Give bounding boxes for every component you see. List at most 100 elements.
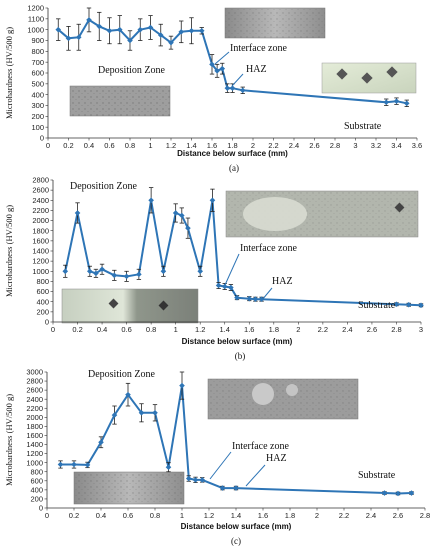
arrow-haz-a xyxy=(231,73,244,87)
data-point xyxy=(165,464,172,470)
y-tick-label: 400 xyxy=(30,485,43,494)
micrograph-b-particle xyxy=(243,197,307,231)
x-tick-label: 3 xyxy=(419,325,423,334)
x-tick-label: 1.2 xyxy=(195,325,205,334)
indent-mark xyxy=(158,300,169,311)
series-c xyxy=(57,371,415,497)
chart-panel-b: 0200400600800100012001400160018002000220… xyxy=(4,176,424,361)
y-tick-label: 400 xyxy=(36,297,49,306)
x-tick-label: 2.2 xyxy=(268,141,278,150)
annotation-substrate-c: Substrate xyxy=(358,470,396,481)
y-tick-label: 0 xyxy=(40,134,44,143)
data-point xyxy=(405,301,412,308)
x-tick-label: 0.4 xyxy=(97,325,107,334)
data-point xyxy=(252,296,259,302)
y-tick-label: 1200 xyxy=(32,257,49,266)
data-point xyxy=(395,490,401,497)
data-point xyxy=(98,439,104,446)
micrograph-c-bottom-texture xyxy=(74,472,184,504)
axes-c: 0200400600800100012001400160018002000220… xyxy=(4,368,430,531)
micrograph-b-bottom xyxy=(61,288,199,324)
annotation-deposition-zone-b: Deposition Zone xyxy=(70,181,137,192)
data-point xyxy=(106,27,113,34)
data-point xyxy=(224,85,231,91)
data-point xyxy=(383,99,390,106)
annotation-deposition-zone-c: Deposition Zone xyxy=(88,369,155,380)
y-tick-label: 200 xyxy=(36,307,49,316)
x-tick-label: 1.6 xyxy=(244,325,254,334)
axes-a: 0100200300400500600700800900100011001200… xyxy=(4,4,422,158)
x-tick-label: 1.8 xyxy=(269,325,279,334)
data-point xyxy=(137,26,144,33)
annotation-interface-zone-c: Interface zone xyxy=(232,441,289,452)
data-point xyxy=(233,485,239,491)
y-tick-label: 1600 xyxy=(32,236,49,245)
x-tick-label: 0.2 xyxy=(69,511,79,520)
series-line xyxy=(60,384,412,495)
x-tick-label: 2.4 xyxy=(366,511,376,520)
micrograph-a-top-texture xyxy=(225,8,325,38)
y-tick-label: 2600 xyxy=(32,186,49,195)
y-tick-label: 2400 xyxy=(32,196,49,205)
data-point xyxy=(99,266,105,273)
data-point xyxy=(57,461,64,468)
x-axis-label: Distance below surface (mm) xyxy=(182,337,293,346)
y-tick-label: 1400 xyxy=(26,440,43,449)
data-point xyxy=(111,272,118,279)
x-tick-label: 2.6 xyxy=(309,141,319,150)
x-tick-label: 2.8 xyxy=(330,141,340,150)
y-axis-label: Microhardness (HV/500 g) xyxy=(4,205,14,297)
y-tick-label: 2800 xyxy=(26,377,43,386)
y-tick-label: 0 xyxy=(39,504,43,513)
y-tick-label: 2200 xyxy=(26,404,43,413)
y-tick-label: 1800 xyxy=(26,422,43,431)
arrow-haz-c xyxy=(245,464,266,487)
x-tick-label: 2.8 xyxy=(420,511,430,520)
data-point xyxy=(199,477,206,483)
annotation-interface-zone-b: Interface zone xyxy=(240,243,297,254)
chart-panel-c: 0200400600800100012001400160018002000220… xyxy=(4,368,430,546)
x-tick-label: 1 xyxy=(180,511,184,520)
x-tick-label: 2.6 xyxy=(367,325,377,334)
data-point xyxy=(136,271,142,278)
data-point xyxy=(71,461,77,468)
data-point xyxy=(221,283,228,290)
y-axis-label: Microhardness (HV/500 g) xyxy=(4,27,14,119)
data-point xyxy=(381,490,388,496)
x-tick-label: 1.6 xyxy=(258,511,268,520)
y-tick-label: 2400 xyxy=(26,395,43,404)
data-point xyxy=(84,462,91,468)
y-tick-label: 1000 xyxy=(27,25,44,34)
y-tick-label: 300 xyxy=(31,101,44,110)
y-tick-label: 200 xyxy=(31,112,44,121)
y-tick-label: 1000 xyxy=(26,458,43,467)
data-point xyxy=(214,68,220,74)
y-tick-label: 800 xyxy=(36,277,49,286)
data-point xyxy=(147,24,154,31)
x-tick-label: 1.8 xyxy=(285,511,295,520)
data-point xyxy=(62,268,69,275)
y-tick-label: 400 xyxy=(31,90,44,99)
x-tick-label: 2.4 xyxy=(289,141,299,150)
y-tick-label: 1800 xyxy=(32,226,49,235)
y-axis-label: Microhardness (HV/500 g) xyxy=(4,394,14,486)
arrow-interface-a xyxy=(214,51,230,65)
x-tick-label: 1.2 xyxy=(204,511,214,520)
x-tick-label: 1 xyxy=(148,141,152,150)
x-tick-label: 0 xyxy=(51,325,55,334)
x-tick-label: 0.2 xyxy=(72,325,82,334)
data-point xyxy=(65,35,72,42)
x-tick-label: 2 xyxy=(315,511,319,520)
x-tick-label: 0.8 xyxy=(150,511,160,520)
x-tick-label: 3 xyxy=(353,141,357,150)
x-tick-label: 1.2 xyxy=(166,141,176,150)
y-tick-label: 2600 xyxy=(26,386,43,395)
data-point xyxy=(87,268,93,275)
panel-label-a: (a) xyxy=(229,163,239,173)
data-point xyxy=(93,270,99,277)
data-point xyxy=(179,212,185,219)
annotation-haz-a: HAZ xyxy=(246,64,267,75)
data-point xyxy=(160,268,167,275)
y-tick-label: 600 xyxy=(31,69,44,78)
